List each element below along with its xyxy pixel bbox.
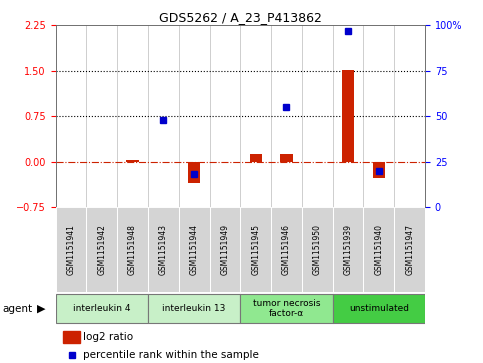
Text: GSM1151950: GSM1151950	[313, 224, 322, 275]
Text: ▶: ▶	[37, 303, 45, 314]
Bar	[302, 207, 333, 292]
Bar	[342, 70, 354, 162]
Bar	[179, 207, 210, 292]
Bar	[63, 331, 80, 343]
Text: GSM1151940: GSM1151940	[374, 224, 384, 275]
Bar	[373, 162, 385, 179]
Text: percentile rank within the sample: percentile rank within the sample	[83, 350, 259, 360]
Text: tumor necrosis
factor-α: tumor necrosis factor-α	[253, 299, 320, 318]
Text: GSM1151941: GSM1151941	[67, 224, 75, 275]
Bar	[117, 207, 148, 292]
Bar	[127, 160, 139, 162]
Text: interleukin 4: interleukin 4	[73, 304, 130, 313]
Bar	[148, 207, 179, 292]
Bar	[240, 207, 271, 292]
Title: GDS5262 / A_23_P413862: GDS5262 / A_23_P413862	[159, 11, 322, 24]
Text: GSM1151945: GSM1151945	[251, 224, 260, 275]
Text: agent: agent	[2, 303, 32, 314]
Text: GSM1151939: GSM1151939	[343, 224, 353, 275]
Bar	[333, 207, 364, 292]
Text: GSM1151942: GSM1151942	[97, 224, 106, 275]
Text: GSM1151943: GSM1151943	[159, 224, 168, 275]
Text: GSM1151947: GSM1151947	[405, 224, 414, 275]
Text: unstimulated: unstimulated	[349, 304, 409, 313]
Bar	[250, 154, 262, 162]
Text: GSM1151944: GSM1151944	[190, 224, 199, 275]
Text: GSM1151948: GSM1151948	[128, 224, 137, 275]
Text: GSM1151946: GSM1151946	[282, 224, 291, 275]
Bar	[148, 294, 241, 323]
Bar	[271, 207, 302, 292]
Bar	[280, 154, 293, 162]
Bar	[56, 207, 86, 292]
Bar	[210, 207, 240, 292]
Text: log2 ratio: log2 ratio	[83, 332, 133, 342]
Bar	[394, 207, 425, 292]
Bar	[188, 162, 200, 183]
Bar	[56, 294, 148, 323]
Text: GSM1151949: GSM1151949	[220, 224, 229, 275]
Bar	[86, 207, 117, 292]
Bar	[364, 207, 394, 292]
Bar	[240, 294, 333, 323]
Bar	[333, 294, 425, 323]
Text: interleukin 13: interleukin 13	[162, 304, 226, 313]
